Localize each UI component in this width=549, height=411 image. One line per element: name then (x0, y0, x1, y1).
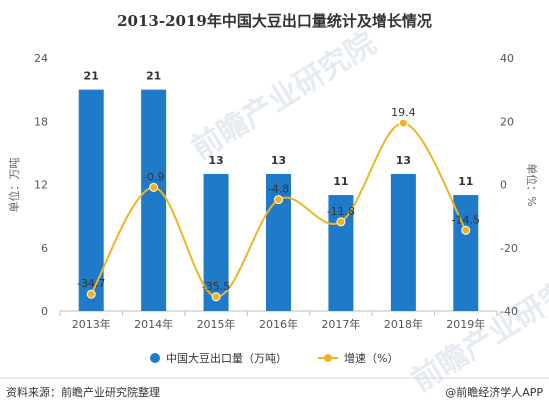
legend-line-marker (324, 354, 332, 362)
bar (203, 173, 229, 311)
legend-line-label: 增速（%） (344, 351, 398, 365)
line-data-label: -4.8 (268, 183, 289, 196)
growth-point (398, 118, 408, 128)
growth-point (336, 217, 346, 227)
bar-data-label: 13 (396, 154, 411, 167)
x-tick-label: 2018年 (384, 317, 423, 331)
growth-point (274, 195, 283, 205)
x-axis: 2013年 2014年 2015年 2016年 2017年 2018年 2019年 (59, 311, 498, 331)
line-data-label: 19.4 (391, 106, 416, 119)
y-left-tick-label: 6 (41, 242, 48, 255)
y-right-tick-label: -40 (500, 305, 518, 318)
growth-point (211, 292, 221, 302)
line-data-label: -14.5 (452, 213, 480, 226)
y-left-axis-title: 单位：万吨 (7, 158, 21, 213)
y-right-axis: -40 -20 0 20 40 (500, 52, 518, 318)
bar (390, 173, 416, 311)
chart-title: 2013-2019年中国大豆出口量统计及增长情况 (117, 12, 432, 30)
bar-data-label: 13 (208, 154, 223, 167)
legend-bar-marker (150, 353, 160, 363)
y-right-tick-label: 20 (500, 115, 514, 128)
bar-data-label: 11 (333, 175, 348, 188)
bar-data-label: 11 (458, 175, 473, 188)
line-data-label: -34.7 (77, 277, 105, 290)
footer-brand: @前瞻经济学人APP (445, 385, 543, 399)
y-left-tick-label: 12 (34, 179, 48, 192)
bar (141, 89, 167, 311)
y-left-tick-label: 24 (34, 52, 48, 65)
y-left-tick-label: 18 (34, 115, 48, 128)
x-tick-label: 2017年 (321, 317, 360, 331)
line-data-label: -11.8 (327, 205, 355, 218)
y-right-axis-title: 单位：% (525, 163, 539, 206)
line-series (86, 118, 471, 302)
y-right-tick-label: -20 (500, 242, 518, 255)
y-right-tick-label: 0 (500, 179, 507, 192)
y-left-axis: 0 6 12 18 24 (34, 52, 48, 318)
bar-series (78, 89, 479, 311)
growth-point (461, 225, 471, 235)
bar-data-labels: 21 21 13 13 11 13 11 (84, 70, 474, 188)
y-left-tick-label: 0 (41, 305, 48, 318)
line-data-label: -0.9 (143, 170, 164, 183)
x-tick-label: 2013年 (72, 317, 111, 331)
line-data-label: -35.5 (202, 280, 230, 293)
legend: 中国大豆出口量（万吨） 增速（%） (150, 351, 398, 365)
growth-point (149, 182, 159, 192)
bar-data-label: 21 (84, 70, 99, 83)
footer-source: 资料来源：前瞻产业研究院整理 (6, 385, 160, 399)
growth-point (86, 289, 96, 299)
bar-data-label: 13 (271, 154, 286, 167)
watermark-top: 前瞻产业研究院 (186, 26, 383, 167)
watermark-layer: 前瞻产业研究院 前瞻产业研究院 (186, 26, 549, 399)
bar-data-label: 21 (146, 70, 161, 83)
legend-bar-label: 中国大豆出口量（万吨） (166, 351, 287, 365)
x-tick-label: 2019年 (446, 317, 485, 331)
line-data-labels: -34.7 -0.9 -35.5 -4.8 -11.8 19.4 -14.5 (77, 106, 480, 293)
x-tick-label: 2016年 (259, 317, 298, 331)
y-right-tick-label: 40 (500, 52, 514, 65)
x-tick-label: 2014年 (134, 317, 173, 331)
x-tick-label: 2015年 (197, 317, 236, 331)
